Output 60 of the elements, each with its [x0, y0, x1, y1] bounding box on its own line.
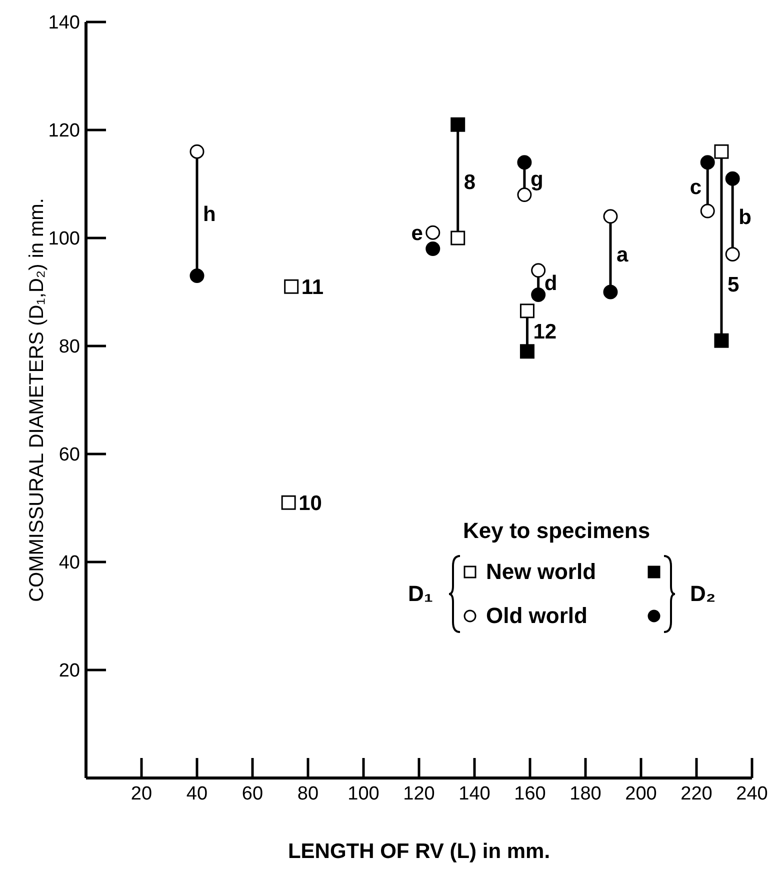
point	[284, 279, 299, 294]
series-label: e	[411, 222, 423, 246]
x-tick-label: 160	[514, 783, 546, 804]
series-label: 8	[464, 170, 476, 194]
x-tick-label: 40	[186, 783, 208, 804]
x-tick-label: 240	[736, 783, 768, 804]
annotation: D₂	[690, 581, 716, 607]
y-tick-label: 60	[58, 444, 80, 466]
point	[281, 495, 296, 510]
point	[517, 188, 532, 202]
point	[700, 155, 715, 170]
point	[603, 209, 618, 224]
point	[714, 144, 729, 159]
series-label: 10	[298, 492, 322, 516]
x-tick-label: 80	[297, 783, 319, 804]
point	[450, 230, 466, 246]
series-label: 5	[727, 273, 740, 296]
point	[725, 171, 740, 186]
point	[520, 304, 534, 318]
y-tick-label: 20	[58, 660, 80, 682]
point	[531, 263, 546, 278]
x-axis-title: LENGTH OF RV (L) in mm.	[288, 840, 550, 863]
x-tick-label: 180	[570, 783, 602, 804]
x-tick-label: 20	[130, 783, 152, 804]
x-tick-label: 140	[458, 783, 490, 804]
legend-label: Old world	[486, 603, 588, 629]
legend-label: New world	[486, 559, 598, 585]
point	[531, 287, 546, 302]
point	[190, 144, 204, 159]
series-label: c	[690, 176, 702, 200]
series-label: d	[544, 272, 558, 296]
y-axis-title: COMMISSURAL DIAMETERS (D₁,D₂) in mm.	[26, 198, 48, 602]
series-label: a	[616, 244, 628, 267]
x-tick-label: 220	[680, 783, 712, 804]
point	[725, 246, 740, 262]
x-tick-label: 120	[403, 783, 435, 804]
series-label: g	[530, 168, 544, 192]
annotation: D₁	[408, 581, 434, 607]
point	[426, 225, 440, 240]
point	[700, 204, 715, 218]
x-tick-label: 60	[242, 783, 264, 804]
point	[714, 333, 729, 348]
y-tick-label: 120	[48, 120, 80, 142]
point	[426, 242, 440, 256]
x-tick-label: 100	[348, 783, 380, 804]
legend-title: Key to specimens	[463, 518, 652, 544]
y-tick-label: 140	[48, 12, 80, 34]
y-tick-label: 100	[48, 228, 80, 250]
series-label: 12	[533, 320, 557, 344]
point	[450, 117, 466, 132]
x-tick-label: 200	[625, 783, 657, 804]
y-tick-label: 80	[58, 336, 80, 358]
series-label: 11	[301, 276, 324, 300]
series-label: h	[203, 203, 216, 226]
point	[603, 284, 618, 300]
point	[190, 268, 204, 284]
series-label: b	[738, 206, 752, 229]
point	[520, 344, 534, 359]
point	[517, 155, 532, 170]
y-tick-label: 40	[58, 552, 80, 574]
